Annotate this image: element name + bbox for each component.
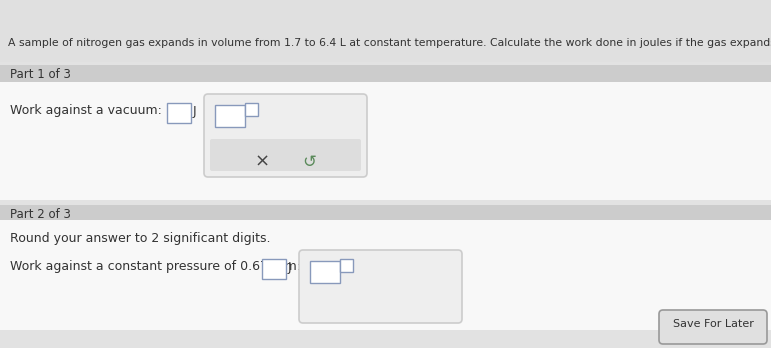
FancyBboxPatch shape xyxy=(167,103,191,123)
Text: Work against a constant pressure of 0.67 atm:: Work against a constant pressure of 0.67… xyxy=(10,260,301,273)
FancyBboxPatch shape xyxy=(0,220,771,330)
Text: Part 1 of 3: Part 1 of 3 xyxy=(10,68,71,81)
FancyBboxPatch shape xyxy=(262,259,286,279)
FancyBboxPatch shape xyxy=(0,205,771,222)
FancyBboxPatch shape xyxy=(339,259,352,271)
FancyBboxPatch shape xyxy=(215,105,245,127)
Text: J: J xyxy=(193,105,197,118)
Text: J: J xyxy=(288,261,291,274)
FancyBboxPatch shape xyxy=(310,261,340,283)
FancyBboxPatch shape xyxy=(210,139,361,171)
Text: Round your answer to 2 significant digits.: Round your answer to 2 significant digit… xyxy=(10,232,271,245)
FancyBboxPatch shape xyxy=(244,103,258,116)
FancyBboxPatch shape xyxy=(0,82,771,200)
Text: ↺: ↺ xyxy=(301,153,315,171)
FancyBboxPatch shape xyxy=(659,310,767,344)
Text: A sample of nitrogen gas expands in volume from 1.7 to 6.4 L at constant tempera: A sample of nitrogen gas expands in volu… xyxy=(8,38,771,48)
FancyBboxPatch shape xyxy=(204,94,367,177)
Text: Work against a vacuum:: Work against a vacuum: xyxy=(10,104,162,117)
Text: Part 2 of 3: Part 2 of 3 xyxy=(10,208,71,221)
Text: Save For Later: Save For Later xyxy=(672,319,753,329)
FancyBboxPatch shape xyxy=(299,250,462,323)
FancyBboxPatch shape xyxy=(0,0,771,62)
FancyBboxPatch shape xyxy=(0,65,771,82)
Text: ×: × xyxy=(254,153,270,171)
